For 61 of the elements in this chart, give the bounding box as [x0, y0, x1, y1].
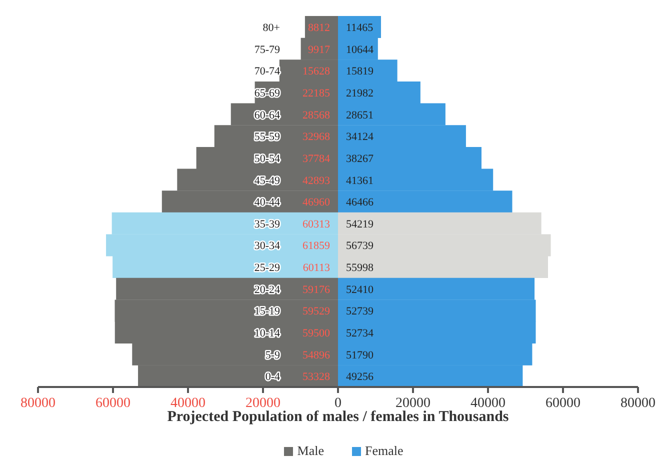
data-label: 32968 — [302, 131, 330, 144]
data-label: 41361 — [346, 174, 374, 187]
data-label: 59176 — [302, 284, 330, 296]
y-tick-label: 30-34 — [254, 240, 280, 252]
data-label: 52739 — [346, 306, 374, 318]
x-tick-label: 40000 — [470, 396, 506, 411]
y-tick-label: 0-4 — [265, 371, 280, 384]
data-label: 61859 — [302, 240, 330, 252]
x-tick-label: 60000 — [96, 396, 130, 411]
data-label: 11465 — [346, 22, 374, 34]
data-label: 49256 — [346, 371, 374, 384]
data-label: 51790 — [346, 349, 374, 362]
data-label: 55998 — [346, 262, 374, 274]
data-label: 52410 — [346, 284, 374, 296]
y-tick-label: 50-54 — [254, 152, 280, 165]
x-tick-label: 40000 — [170, 396, 206, 411]
y-tick-label: 40-44 — [254, 196, 280, 209]
data-label: 60313 — [302, 218, 330, 230]
data-label: 46466 — [346, 196, 374, 209]
y-tick-label: 15-19 — [254, 306, 280, 318]
data-label: 46960 — [302, 196, 330, 209]
y-tick-label: 5-9 — [265, 349, 280, 362]
data-label: 37784 — [302, 152, 330, 165]
data-label: 52734 — [346, 328, 374, 340]
data-label: 28568 — [302, 109, 330, 122]
data-label: 15819 — [346, 66, 374, 78]
data-label: 10644 — [346, 44, 374, 56]
data-label: 53328 — [302, 371, 330, 384]
data-label: 38267 — [346, 152, 374, 165]
data-label: 28651 — [346, 109, 374, 122]
data-label: 56739 — [346, 240, 374, 252]
y-tick-label: 20-24 — [254, 284, 280, 296]
y-tick-label: 45-49 — [254, 174, 280, 187]
x-tick-label: 0 — [334, 396, 342, 411]
x-tick-label: 80000 — [620, 396, 656, 411]
x-tick-label: 60000 — [546, 396, 580, 411]
legend-label: Female — [365, 443, 404, 458]
legend-label: Male — [297, 443, 324, 458]
y-tick-label: 10-14 — [254, 328, 280, 340]
data-label: 54896 — [302, 349, 330, 362]
data-label: 15628 — [302, 66, 330, 78]
x-tick-label: 80000 — [20, 396, 56, 411]
data-label: 59500 — [302, 328, 330, 340]
x-axis-title: Projected Population of males / females in Thousands — [167, 409, 509, 425]
data-label: 60113 — [302, 262, 330, 274]
data-label: 21982 — [346, 87, 374, 100]
y-tick-label: 75-79 — [254, 44, 280, 56]
y-tick-label: 60-64 — [254, 109, 280, 122]
x-tick-label: 20000 — [396, 396, 430, 411]
data-label: 9917 — [308, 44, 330, 56]
y-tick-label: 55-59 — [254, 131, 280, 144]
data-label: 8812 — [308, 22, 330, 34]
data-label: 59529 — [302, 306, 330, 318]
data-label: 22185 — [302, 87, 330, 100]
data-label: 54219 — [346, 218, 374, 230]
data-label: 34124 — [346, 131, 374, 144]
y-tick-label: 35-39 — [254, 218, 280, 230]
y-tick-label: 25-29 — [254, 262, 280, 274]
data-label: 42893 — [302, 174, 330, 187]
x-tick-label: 20000 — [246, 396, 280, 411]
y-tick-label: 80+ — [262, 22, 280, 34]
